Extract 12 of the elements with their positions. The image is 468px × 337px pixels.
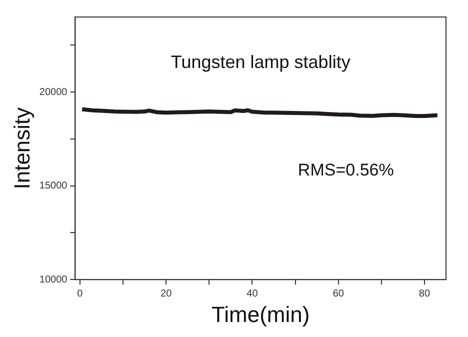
y-axis-title: Intensity: [9, 107, 34, 190]
annotation: RMS=0.56%: [298, 160, 394, 180]
x-tick-label: 80: [418, 288, 430, 300]
x-tick-label: 40: [246, 288, 258, 300]
y-tick-label: 15000: [39, 180, 68, 192]
y-tick-label: 20000: [39, 86, 68, 98]
x-tick-label: 0: [77, 288, 84, 300]
x-tick-label: 60: [332, 288, 344, 300]
text: Tungsten lamp stablity: [170, 52, 350, 72]
x-tick-label: 20: [160, 288, 172, 300]
y-tick-label: 10000: [39, 274, 68, 286]
x-axis-title: Time(min): [212, 302, 310, 327]
